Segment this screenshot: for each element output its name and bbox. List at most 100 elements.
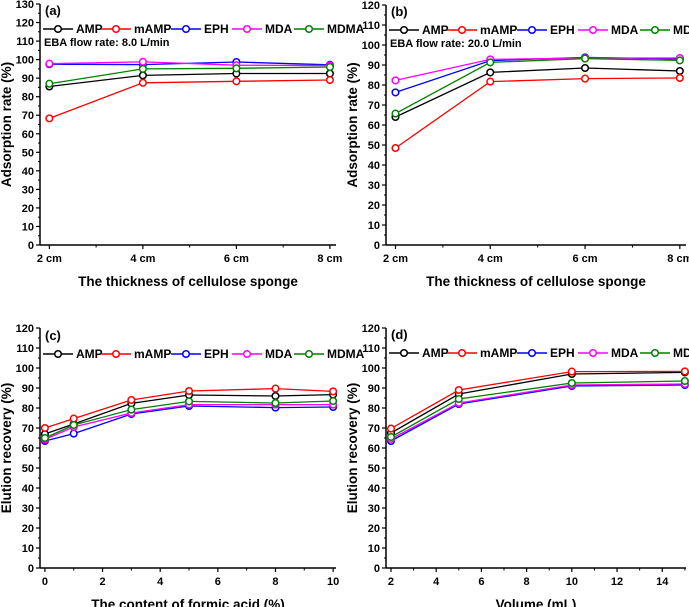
x-tick-label: 0 (42, 576, 48, 588)
x-tick-label: 6 cm (573, 253, 598, 265)
y-tick-label: 10 (22, 543, 34, 555)
x-tick-label: 14 (656, 576, 669, 588)
y-tick-label: 60 (22, 443, 34, 455)
data-point-AMP (675, 66, 684, 76)
data-point-EPH (391, 88, 400, 97)
x-tick-label: 6 cm (224, 253, 249, 265)
y-tick-label: 80 (368, 403, 380, 415)
legend-label: EPH (204, 22, 229, 36)
series-line-MDA (44, 403, 334, 440)
data-point-mAMP (675, 73, 684, 83)
y-axis-title: Adsorption rate (%) (0, 62, 14, 187)
chart-panel-c: 0 10 20 30 40 50 60 70 80 90 100 110 120 0 2 4 6 8 10 The c… (0, 323, 365, 607)
legend-label: MDMA (327, 347, 365, 361)
x-tick-label: 2 cm (37, 253, 62, 265)
data-point-mAMP (45, 114, 54, 123)
legend-label: MDMA (327, 22, 365, 36)
y-tick-label: 100 (362, 363, 380, 375)
series-line-MDMA (395, 57, 680, 115)
y-tick-label: 40 (368, 160, 380, 172)
y-tick-label: 70 (22, 110, 34, 122)
legend-label: MDA (265, 347, 293, 361)
y-tick-label: 70 (22, 423, 34, 435)
panel-label: (c) (45, 328, 61, 343)
data-point-MDMA (454, 394, 463, 404)
series-line-MDMA (49, 66, 330, 85)
y-tick-label: 0 (28, 563, 34, 575)
data-point-MDMA (391, 109, 400, 118)
data-point-AMP (581, 63, 590, 73)
y-tick-label: 40 (368, 483, 380, 495)
legend-label: MDA (611, 346, 639, 360)
y-tick-label: 110 (362, 20, 380, 32)
y-tick-label: 50 (368, 140, 380, 152)
series-line-EPH (44, 405, 334, 442)
x-tick-label: 12 (611, 576, 623, 588)
chart-panel-a: 0 10 20 30 40 50 60 70 80 90 100 110 120 130 2 cm 4 cm 6… (0, 0, 365, 289)
y-tick-label: 40 (22, 483, 34, 495)
annotation: EBA flow rate: 20.0 L/min (390, 38, 522, 50)
series-line-MDA (49, 61, 330, 67)
y-tick-label: 0 (374, 563, 380, 575)
series-line-AMP (49, 72, 330, 88)
legend-label: mAMP (480, 346, 517, 360)
y-tick-label: 130 (16, 0, 34, 11)
data-point-MDMA (325, 62, 334, 72)
legend-label: MDMA (673, 23, 689, 37)
x-tick-label: 4 cm (130, 253, 155, 265)
legend-label: AMP (76, 22, 103, 36)
series-line-MDA (395, 57, 680, 82)
data-point-EPH (69, 429, 78, 438)
series-line-EPH (390, 384, 685, 442)
y-tick-label: 120 (362, 0, 380, 12)
legend-label: mAMP (134, 347, 171, 361)
y-axis-title: Elution recovery (%) (345, 383, 360, 514)
x-tick-label: 6 (215, 576, 221, 588)
x-tick-label: 2 (99, 576, 105, 588)
legend-marker-AMP (53, 349, 63, 359)
series-line-MDA (390, 383, 685, 440)
legend-marker-EPH (181, 349, 191, 359)
legend-marker-AMP (53, 24, 63, 34)
x-tick-label: 10 (566, 576, 578, 588)
legend-label: MDMA (673, 346, 689, 360)
data-point-MDA (391, 76, 400, 85)
chart-panel-d: 0 10 20 30 40 50 60 70 80 90 100 110 120 2 4 6 8 10 12 14 Vo… (345, 323, 689, 607)
y-tick-label: 10 (368, 543, 380, 555)
y-tick-label: 50 (368, 463, 380, 475)
data-point-MDMA (680, 376, 689, 386)
x-axis-title: The content of formic acid (%) (91, 597, 285, 607)
legend-label: AMP (422, 346, 449, 360)
data-point-MDA (45, 59, 54, 68)
legend-marker-MDMA (650, 25, 660, 35)
y-tick-label: 110 (362, 343, 380, 355)
y-tick-label: 50 (22, 147, 34, 159)
data-point-MDMA (581, 54, 590, 63)
data-point-MDMA (329, 396, 338, 406)
legend-marker-MDMA (304, 24, 314, 34)
x-tick-label: 2 cm (383, 253, 408, 265)
series-line-AMP (395, 67, 680, 118)
legend-label: mAMP (134, 22, 171, 36)
data-point-AMP (486, 68, 495, 77)
data-point-MDMA (138, 64, 147, 73)
x-tick-label: 2 (388, 576, 394, 588)
y-tick-label: 10 (368, 220, 380, 232)
data-point-AMP (271, 391, 280, 401)
data-point-MDMA (184, 397, 194, 406)
x-tick-label: 8 (524, 576, 530, 588)
legend-marker-EPH (181, 24, 191, 34)
y-tick-label: 90 (368, 383, 380, 395)
y-tick-label: 70 (368, 100, 380, 112)
legend-marker-mAMP (457, 25, 467, 35)
series-line-mAMP (49, 79, 330, 119)
data-point-AMP (138, 71, 147, 80)
data-point-mAMP (486, 77, 495, 86)
legend-marker-mAMP (111, 349, 121, 359)
y-axis-title: Adsorption rate (%) (345, 62, 360, 187)
y-tick-label: 110 (16, 343, 34, 355)
x-tick-label: 6 (478, 576, 484, 588)
y-tick-label: 60 (368, 443, 380, 455)
data-point-mAMP (184, 386, 194, 396)
legend-marker-AMP (399, 25, 409, 35)
